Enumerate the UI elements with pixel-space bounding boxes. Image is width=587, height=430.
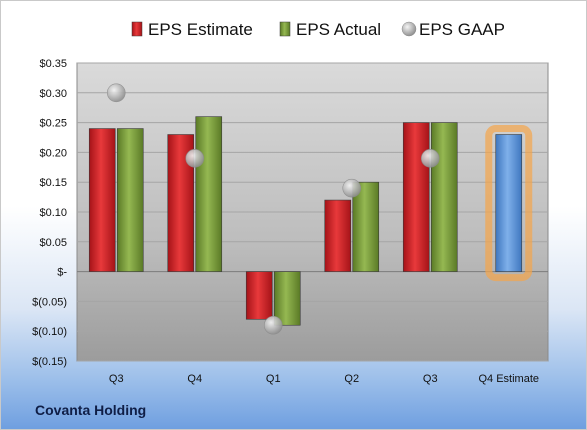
y-tick-label: $(0.05) [32,296,67,308]
legend-swatch [401,21,417,37]
company-name: Covanta Holding [35,402,147,418]
legend-label: EPS Estimate [148,20,253,39]
eps-gaap-point [185,149,205,168]
eps-estimate-bar [245,271,273,320]
x-tick-label: Q3 [423,373,438,385]
eps-actual-bar [273,271,301,326]
y-tick-label: $0.25 [39,118,67,130]
chart-legend: EPS Estimate EPS Actual EPS GAAP [131,20,505,39]
legend-swatch [131,21,143,37]
legend-label: EPS Actual [296,20,381,39]
y-tick-label: $0.10 [39,207,67,219]
x-tick-label: Q2 [344,373,359,385]
eps-actual-bar [116,128,144,272]
eps-actual-bar [195,116,223,272]
x-tick-label: Q1 [266,373,281,385]
y-tick-label: $0.20 [39,147,67,159]
legend-label: EPS GAAP [419,20,505,39]
y-tick-label: $- [57,267,67,279]
eps-chart: $0.35 $0.30 $0.25 $0.20 $0.15 $0.10 $0.05 $- $(0… [32,20,549,385]
y-tick-label: $0.30 [39,88,67,100]
eps-estimate-bar [402,122,430,272]
eps-gaap-point [342,178,362,198]
eps-actual-bar [430,122,458,272]
eps-actual-bar [352,181,380,272]
y-tick-label: $0.35 [39,58,67,70]
estimate-highlight [485,125,533,282]
eps-gaap-point [106,83,126,103]
eps-estimate-next-bar [495,134,523,272]
eps-gaap-point [420,149,440,168]
y-tick-label: $(0.15) [32,356,67,368]
eps-estimate-bar [88,128,116,272]
x-tick-label: Q4 [187,373,202,385]
y-tick-label: $(0.10) [32,326,67,338]
y-tick-label: $0.05 [39,237,67,249]
y-tick-label: $0.15 [39,177,67,189]
eps-estimate-bar [324,199,352,272]
x-tick-label: Q4 Estimate [478,373,539,385]
x-tick-label: Q3 [109,373,124,385]
eps-gaap-point [263,315,283,335]
legend-swatch [279,21,291,37]
